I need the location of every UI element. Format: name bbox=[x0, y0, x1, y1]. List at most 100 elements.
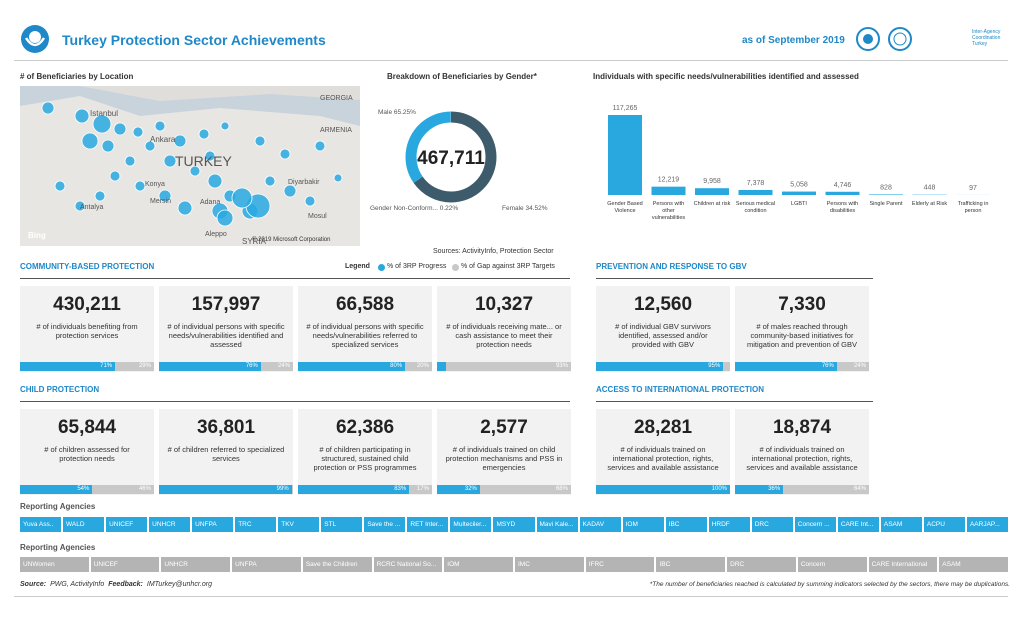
legend-title: Legend bbox=[345, 263, 370, 270]
gap-label: 24% bbox=[277, 363, 290, 369]
kpi-card: 430,211 # of individuals benefiting from … bbox=[20, 286, 154, 372]
gap-bar: 29% bbox=[115, 362, 154, 371]
kpi-value: 62,386 bbox=[335, 417, 395, 438]
map-label: Aleppo bbox=[205, 231, 227, 238]
agency-chip: UNHCR bbox=[161, 557, 233, 572]
map-label: TURKEY bbox=[175, 153, 232, 169]
map-bubble bbox=[109, 170, 121, 182]
donut-label: Gender Non-Conform... 0.22% bbox=[370, 205, 458, 212]
gap-label: 17% bbox=[416, 486, 429, 492]
map-bubble bbox=[163, 154, 177, 168]
gap-bar: 20% bbox=[405, 362, 432, 371]
agencies-title: Reporting Agencies bbox=[20, 502, 96, 511]
agency-chip: AARJAP... bbox=[966, 517, 1010, 532]
map-bubble bbox=[314, 140, 326, 152]
kpi-card: 28,281 # of individuals trained on intern… bbox=[596, 409, 730, 495]
bar bbox=[608, 115, 642, 195]
donut-label: Female 34.52% bbox=[502, 205, 548, 212]
footer-source-label: Source: bbox=[20, 581, 47, 588]
map-bubble bbox=[113, 122, 127, 136]
logo bbox=[21, 25, 49, 53]
map-bubble bbox=[254, 135, 266, 147]
map-label: Ankara bbox=[150, 135, 176, 144]
donut: 467,711 Male 65.25% Female 34.52% Gender No… bbox=[370, 109, 548, 212]
progress-label: 95% bbox=[708, 363, 721, 369]
footer-feedback: IMTurkey@unhcr.org bbox=[146, 581, 212, 588]
kpi-text: # of individuals trained on child protec… bbox=[445, 445, 563, 472]
map-bubble bbox=[283, 184, 297, 198]
kpi-text: # of individuals trained on internationa… bbox=[746, 445, 858, 472]
bar-value: 448 bbox=[924, 185, 936, 192]
donut-total: 467,711 bbox=[417, 148, 485, 169]
agency-chip: ACPU bbox=[923, 517, 967, 532]
map-bubble bbox=[264, 175, 276, 187]
section-title: ACCESS TO INTERNATIONAL PROTECTION bbox=[596, 385, 765, 394]
agency-chip: UNFPA bbox=[192, 517, 236, 532]
map-bubble bbox=[92, 114, 112, 134]
map-label: Adana bbox=[200, 199, 220, 206]
kpi-value: 66,588 bbox=[335, 294, 395, 315]
section-rule bbox=[20, 278, 570, 279]
bar-value: 12,219 bbox=[658, 177, 680, 184]
agency-chip: IFRC bbox=[585, 557, 657, 572]
agency-chip: RCRC National So... bbox=[373, 557, 445, 572]
bar-value: 9,958 bbox=[703, 178, 721, 185]
footer-note: *The number of beneficiaries reached is … bbox=[649, 581, 1010, 588]
kpi-card: 10,327 # of individuals receiving mate...… bbox=[437, 286, 571, 372]
bar-chart: 117,265 Gender Based Violence 12,219 Person… bbox=[607, 105, 990, 221]
gap-bar: 17% bbox=[409, 485, 432, 494]
bar-value: 97 bbox=[969, 185, 977, 192]
bar-value: 117,265 bbox=[613, 105, 638, 112]
donut-segment bbox=[405, 111, 497, 203]
progress-bar bbox=[437, 362, 447, 371]
kpi-text: # of individuals benefiting from protect… bbox=[36, 322, 138, 340]
progress-label: 76% bbox=[245, 363, 258, 369]
agency-chip: Concern bbox=[797, 557, 869, 572]
progress-bar: 99% bbox=[159, 485, 292, 494]
footer-rule bbox=[14, 596, 1008, 597]
map-label: Konya bbox=[145, 181, 165, 188]
agency-chip: Save the ... bbox=[364, 517, 408, 532]
gap-bar bbox=[291, 485, 293, 494]
agency-chip: IOM bbox=[622, 517, 666, 532]
progress-label: 76% bbox=[821, 363, 834, 369]
kpi-text: # of individuals trained on internationa… bbox=[607, 445, 719, 472]
map-bubble bbox=[41, 101, 55, 115]
kpi-text: # of individual GBV survivors identified… bbox=[615, 322, 711, 349]
bar-category-box: LGBTI bbox=[791, 201, 807, 207]
map-label: Antalya bbox=[80, 204, 103, 211]
map-bubble bbox=[154, 120, 166, 132]
agency-chip: CARE Int... bbox=[837, 517, 881, 532]
map-bubble bbox=[94, 190, 106, 202]
agency-chip: IBC bbox=[665, 517, 709, 532]
agency-chip: TKV bbox=[278, 517, 322, 532]
section-rule bbox=[596, 401, 873, 402]
bar bbox=[738, 189, 773, 195]
agency-chip: HRDF bbox=[708, 517, 752, 532]
map-label: Mosul bbox=[308, 213, 327, 220]
agency-chip: Multeciler... bbox=[450, 517, 494, 532]
kpi-card: 36,801 # of children referred to speciali… bbox=[159, 409, 293, 495]
gap-label: 68% bbox=[555, 486, 568, 492]
agency-chip: KADAV bbox=[579, 517, 623, 532]
kpi-value: 10,327 bbox=[474, 294, 534, 315]
agency-chip: Concern ... bbox=[794, 517, 838, 532]
kpi-card: 65,844 # of children assessed for protect… bbox=[20, 409, 154, 495]
progress-label: 83% bbox=[394, 486, 407, 492]
kpi-value: 18,874 bbox=[772, 417, 832, 438]
progress-bar: 83% bbox=[298, 485, 410, 494]
map-bubble bbox=[216, 209, 234, 227]
bar-category-box: Persons with disabilities bbox=[827, 201, 859, 214]
kpi-text: # of children assessed for protection ne… bbox=[44, 445, 130, 463]
donut-segment bbox=[405, 111, 497, 203]
agency-chip: DRC bbox=[727, 557, 798, 572]
map-bubble bbox=[74, 108, 90, 124]
section-rule bbox=[20, 401, 570, 402]
bar-category: Serious medical condition bbox=[735, 201, 776, 214]
kpi-card: 7,330 # of males reached through communit… bbox=[735, 286, 869, 372]
map-label: Istanbul bbox=[90, 109, 118, 118]
bar bbox=[695, 188, 729, 195]
bar-category: Persons with other vulnerabilities bbox=[651, 201, 686, 221]
progress-label: 71% bbox=[100, 363, 113, 369]
kpi-value: 7,330 bbox=[778, 294, 826, 315]
